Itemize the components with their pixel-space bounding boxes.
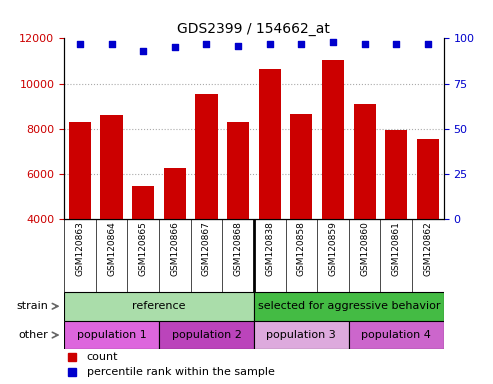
Text: GSM120863: GSM120863 (75, 221, 84, 276)
Bar (64, 292, 254, 321)
Bar (290, 114, 313, 219)
Point (329, 39, 337, 45)
Bar (349, 321, 444, 349)
Bar (132, 186, 154, 219)
Point (361, 41, 369, 47)
Point (107, 41, 115, 47)
Point (76, 41, 84, 47)
Text: GSM120861: GSM120861 (392, 221, 401, 276)
Point (234, 43, 242, 49)
Bar (64, 321, 159, 349)
Text: reference: reference (132, 301, 186, 311)
Point (297, 41, 305, 47)
Text: population 4: population 4 (361, 330, 431, 340)
Bar (353, 104, 376, 219)
Text: GSM120862: GSM120862 (423, 221, 432, 276)
Text: count: count (87, 352, 118, 362)
Bar (159, 321, 254, 349)
Bar (417, 139, 439, 219)
Text: strain: strain (16, 301, 48, 311)
Point (203, 41, 211, 47)
Title: GDS2399 / 154662_at: GDS2399 / 154662_at (177, 22, 330, 36)
Point (266, 41, 274, 47)
Text: GSM120859: GSM120859 (328, 221, 338, 276)
Bar (254, 321, 349, 349)
Text: GSM120865: GSM120865 (139, 221, 148, 276)
Text: other: other (19, 330, 48, 340)
Bar (101, 115, 123, 219)
Bar (164, 168, 186, 219)
Bar (69, 122, 91, 219)
Text: GSM120868: GSM120868 (234, 221, 243, 276)
Point (392, 41, 400, 47)
Text: population 1: population 1 (77, 330, 146, 340)
Point (139, 48, 147, 54)
Bar (259, 69, 281, 219)
Bar (385, 130, 407, 219)
Text: population 3: population 3 (267, 330, 336, 340)
Text: GSM120867: GSM120867 (202, 221, 211, 276)
Text: GSM120860: GSM120860 (360, 221, 369, 276)
Point (171, 44, 179, 50)
Text: population 2: population 2 (172, 330, 242, 340)
Bar (322, 60, 344, 219)
Text: GSM120838: GSM120838 (265, 221, 274, 276)
Text: GSM120866: GSM120866 (170, 221, 179, 276)
Text: GSM120864: GSM120864 (107, 221, 116, 276)
Bar (254, 292, 444, 321)
Text: percentile rank within the sample: percentile rank within the sample (87, 367, 275, 377)
Bar (195, 94, 217, 219)
Point (424, 41, 432, 47)
Bar (227, 122, 249, 219)
Text: selected for aggressive behavior: selected for aggressive behavior (257, 301, 440, 311)
Text: GSM120858: GSM120858 (297, 221, 306, 276)
